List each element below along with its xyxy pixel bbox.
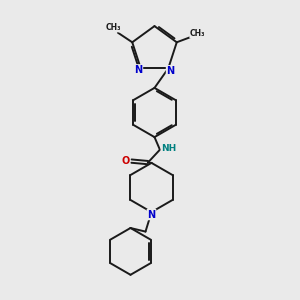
Text: NH: NH	[161, 144, 176, 153]
Text: N: N	[134, 65, 142, 75]
Text: N: N	[167, 66, 175, 76]
Text: N: N	[147, 209, 156, 220]
Text: O: O	[121, 155, 130, 166]
Text: CH₃: CH₃	[106, 23, 121, 32]
Text: CH₃: CH₃	[190, 29, 206, 38]
